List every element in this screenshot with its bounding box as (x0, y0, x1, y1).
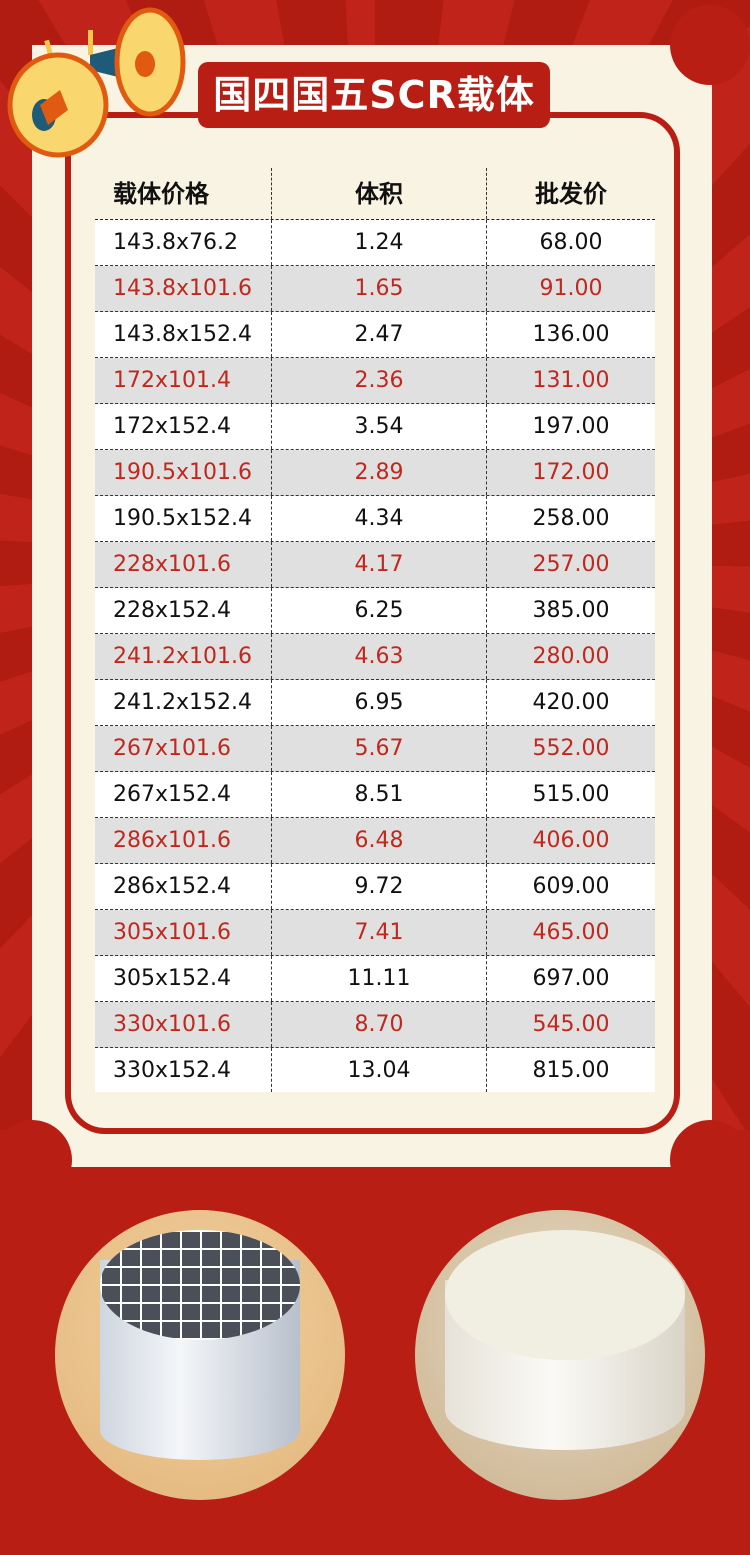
product-photo-ceramic-substrate (415, 1210, 705, 1500)
cell-spec: 286x152.4 (95, 864, 272, 909)
cell-volume: 8.51 (272, 772, 487, 817)
cell-price: 68.00 (539, 230, 603, 255)
cell-price: 552.00 (532, 736, 610, 761)
table-row: 286x101.6 6.48 406.00 (95, 818, 655, 864)
cell-spec: 143.8x152.4 (95, 312, 272, 357)
table-row: 190.5x152.4 4.34 258.00 (95, 496, 655, 542)
cell-spec: 143.8x101.6 (95, 266, 272, 311)
table-row: 330x101.6 8.70 545.00 (95, 1002, 655, 1048)
cell-volume: 6.95 (272, 680, 487, 725)
cell-volume: 13.04 (272, 1048, 487, 1092)
cell-volume: 4.34 (272, 496, 487, 541)
header-price: 批发价 (535, 180, 607, 208)
cell-price: 280.00 (532, 644, 610, 669)
cell-price: 91.00 (539, 276, 603, 301)
header-spec: 载体价格 (95, 168, 272, 219)
cell-volume: 2.47 (272, 312, 487, 357)
table-row: 286x152.4 9.72 609.00 (95, 864, 655, 910)
card-notch (670, 1120, 750, 1200)
cell-price: 420.00 (532, 690, 610, 715)
cell-volume: 2.36 (272, 358, 487, 403)
cell-price: 815.00 (532, 1058, 610, 1083)
cell-volume: 4.63 (272, 634, 487, 679)
cell-spec: 241.2x101.6 (95, 634, 272, 679)
cell-price: 697.00 (532, 966, 610, 991)
cell-price: 257.00 (532, 552, 610, 577)
cell-spec: 286x101.6 (95, 818, 272, 863)
price-table: 载体价格 体积 批发价 143.8x76.2 1.24 68.00 143.8x101… (95, 168, 655, 1092)
table-row: 241.2x101.6 4.63 280.00 (95, 634, 655, 680)
cell-spec: 305x101.6 (95, 910, 272, 955)
cell-volume: 5.67 (272, 726, 487, 771)
cell-price: 609.00 (532, 874, 610, 899)
cell-volume: 6.25 (272, 588, 487, 633)
cell-volume: 7.41 (272, 910, 487, 955)
cell-volume: 2.89 (272, 450, 487, 495)
card-notch (0, 1120, 72, 1200)
cell-price: 406.00 (532, 828, 610, 853)
cell-price: 258.00 (532, 506, 610, 531)
table-row: 241.2x152.4 6.95 420.00 (95, 680, 655, 726)
table-row: 228x152.4 6.25 385.00 (95, 588, 655, 634)
table-row: 143.8x152.4 2.47 136.00 (95, 312, 655, 358)
table-row: 305x152.4 11.11 697.00 (95, 956, 655, 1002)
cell-volume: 9.72 (272, 864, 487, 909)
cell-spec: 267x152.4 (95, 772, 272, 817)
cell-price: 131.00 (532, 368, 610, 393)
cell-volume: 8.70 (272, 1002, 487, 1047)
cell-spec: 143.8x76.2 (95, 220, 272, 265)
cell-volume: 4.17 (272, 542, 487, 587)
cell-spec: 228x101.6 (95, 542, 272, 587)
table-row: 143.8x101.6 1.65 91.00 (95, 266, 655, 312)
cell-price: 136.00 (532, 322, 610, 347)
table-row: 330x152.4 13.04 815.00 (95, 1048, 655, 1092)
product-photo-metal-substrate (55, 1210, 345, 1500)
cell-price: 515.00 (532, 782, 610, 807)
table-row: 267x101.6 5.67 552.00 (95, 726, 655, 772)
cell-spec: 228x152.4 (95, 588, 272, 633)
table-header: 载体价格 体积 批发价 (95, 168, 655, 220)
card-notch (670, 5, 750, 85)
cell-spec: 267x101.6 (95, 726, 272, 771)
table-row: 305x101.6 7.41 465.00 (95, 910, 655, 956)
cell-price: 197.00 (532, 414, 610, 439)
cell-price: 545.00 (532, 1012, 610, 1037)
table-row: 172x152.4 3.54 197.00 (95, 404, 655, 450)
cell-spec: 330x152.4 (95, 1048, 272, 1092)
cell-price: 385.00 (532, 598, 610, 623)
cell-spec: 241.2x152.4 (95, 680, 272, 725)
table-row: 228x101.6 4.17 257.00 (95, 542, 655, 588)
cell-price: 465.00 (532, 920, 610, 945)
table-row: 190.5x101.6 2.89 172.00 (95, 450, 655, 496)
cell-volume: 11.11 (272, 956, 487, 1001)
cell-volume: 1.24 (272, 220, 487, 265)
header-volume: 体积 (272, 168, 487, 219)
table-row: 267x152.4 8.51 515.00 (95, 772, 655, 818)
cell-spec: 172x152.4 (95, 404, 272, 449)
cell-spec: 305x152.4 (95, 956, 272, 1001)
cell-price: 172.00 (532, 460, 610, 485)
cell-volume: 1.65 (272, 266, 487, 311)
cell-spec: 190.5x101.6 (95, 450, 272, 495)
cell-spec: 172x101.4 (95, 358, 272, 403)
cell-volume: 6.48 (272, 818, 487, 863)
cell-volume: 3.54 (272, 404, 487, 449)
cell-spec: 330x101.6 (95, 1002, 272, 1047)
table-row: 172x101.4 2.36 131.00 (95, 358, 655, 404)
megaphone-icon (7, 7, 186, 158)
table-row: 143.8x76.2 1.24 68.00 (95, 220, 655, 266)
page-title: 国四国五SCR载体 (198, 62, 550, 128)
cell-spec: 190.5x152.4 (95, 496, 272, 541)
